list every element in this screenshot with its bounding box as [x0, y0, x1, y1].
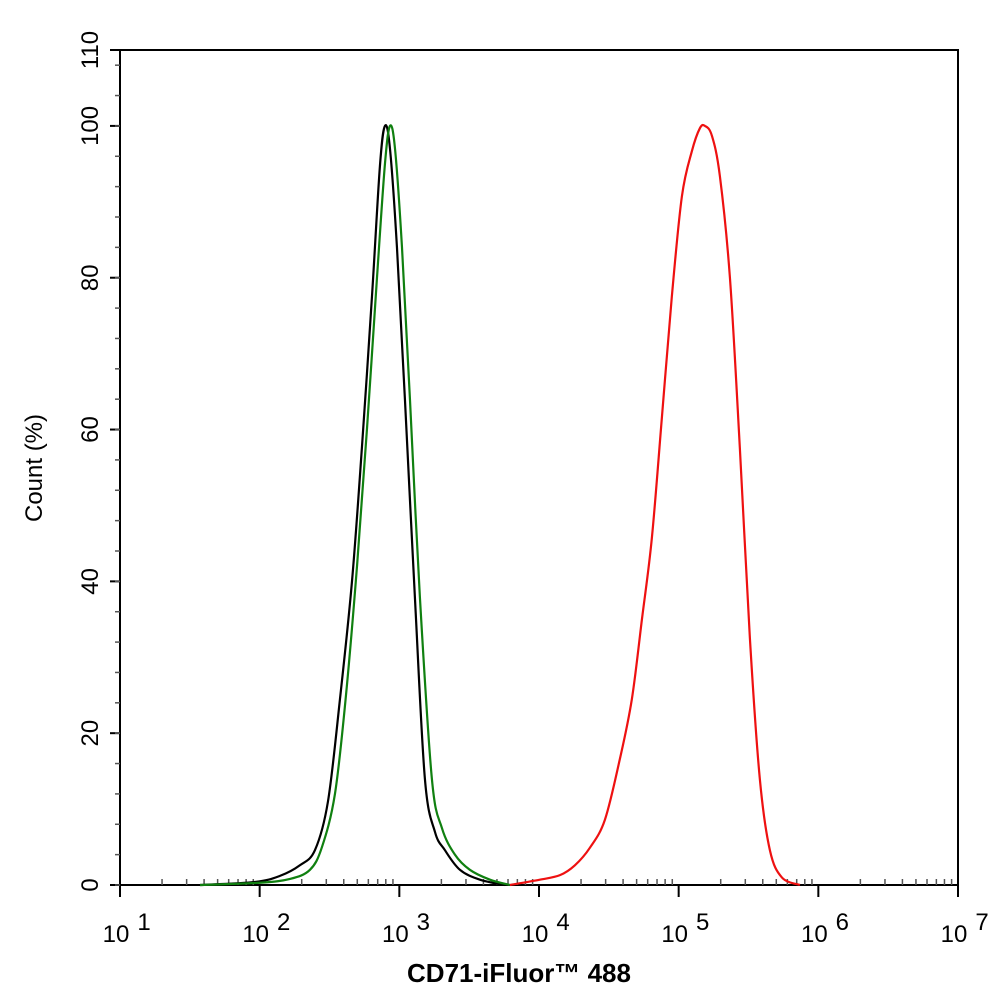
x-tick-exponent: 4: [556, 909, 569, 936]
x-tick-exponent: 1: [137, 909, 150, 936]
y-tick-label: 80: [77, 264, 104, 291]
plot-frame: [119, 49, 959, 886]
x-tick-exponent: 5: [696, 909, 709, 936]
x-tick-label: 10: [242, 921, 269, 948]
x-tick-label: 10: [661, 921, 688, 948]
x-axis-label: CD71-iFluor™ 488: [407, 958, 631, 988]
y-tick-label: 20: [77, 720, 104, 747]
x-tick-label: 10: [103, 921, 130, 948]
x-tick-label: 10: [801, 921, 828, 948]
series-line-red: [509, 123, 801, 887]
series-line-green: [199, 124, 511, 887]
x-tick-label: 10: [522, 921, 549, 948]
x-tick-exponent: 3: [417, 909, 430, 936]
x-tick-label: 10: [382, 921, 409, 948]
y-tick-label: 100: [77, 106, 104, 146]
y-tick-label: 0: [77, 878, 104, 891]
x-tick-label: 10: [941, 921, 968, 948]
y-tick-label: 110: [77, 31, 104, 69]
x-tick-exponent: 7: [975, 909, 988, 936]
x-tick-exponent: 6: [836, 909, 849, 936]
series-line-black: [199, 124, 506, 887]
y-tick-label: 40: [77, 568, 104, 595]
y-tick-label: 60: [77, 416, 104, 443]
x-tick-exponent: 2: [277, 909, 290, 936]
y-axis-label: Count (%): [21, 414, 48, 522]
